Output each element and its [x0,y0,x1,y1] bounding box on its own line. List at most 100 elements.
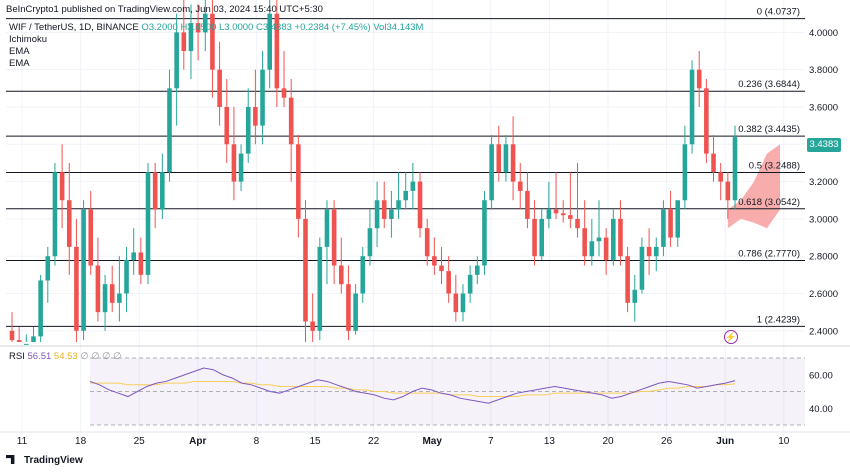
candle-body [732,137,738,201]
candle-body [525,190,530,219]
x-tick-label: 26 [661,436,673,447]
y-tick-label: 3.6000 [809,102,838,113]
candle-body [424,228,430,257]
candle-body [675,200,681,238]
rsi-tick-label: 60.00 [809,370,833,381]
footer-brand: TradingView [6,455,83,466]
candle-body [260,69,265,126]
candle-body [167,88,172,173]
candle-body [59,172,65,201]
candle-body [131,252,136,260]
fib-level-label: 0 (4.0737) [757,7,800,18]
candle-body [718,172,723,182]
rsi-legend: RSI 56.51 54.53 ∅ ∅ ∅ ∅ [9,351,121,363]
candle-body [81,209,86,331]
candle-body [267,13,273,70]
indicator-ichimoku[interactable]: Ichimoku [9,34,48,45]
candle-body [532,218,537,257]
candle-body [288,97,294,145]
candle-body [553,209,559,214]
ichimoku-cloud [727,144,780,229]
candle-body [117,293,122,303]
candle-body [646,246,652,257]
x-tick-label: 20 [602,436,614,447]
candle-body [310,321,315,331]
y-tick-label: 2.8000 [809,252,838,263]
candle-body [31,336,36,342]
candle-body [696,69,702,89]
candle-body [539,218,545,257]
candle-body [432,256,437,266]
candle-body [668,209,673,238]
candle-body [396,200,401,210]
fib-level-label: 0.5 (3.2488) [749,160,800,171]
candle-body [45,256,51,281]
alert-icon[interactable]: ⚡ [724,330,738,344]
candle-body [74,246,79,331]
candle-body [704,88,709,154]
candle-body [231,144,237,182]
rsi-line [89,367,736,404]
candle-body [346,284,351,331]
candle-body [682,144,688,201]
fib-level-label: 1 (2.4239) [757,314,800,325]
rsi-label[interactable]: RSI [9,351,25,362]
ohlc-legend: WIF / TetherUS, 1D, BINANCE O3.2000 H3.4… [9,22,423,34]
x-tick-label: 7 [488,436,494,447]
candle-body [453,293,459,313]
indicator-ema-2[interactable]: EMA [9,58,30,69]
fib-level-label: 0.382 (3.4435) [738,124,800,135]
candle-body [188,23,194,52]
y-tick-label: 3.0000 [809,214,838,225]
candle-body [467,274,473,294]
candle-body [611,218,616,260]
candle-body [9,330,15,341]
candle-body [374,200,380,229]
candle-body [618,218,623,257]
candle-body [210,13,215,70]
candle-body [568,215,573,219]
x-tick-label: 10 [778,436,790,447]
candle-body [725,181,731,201]
candle-body [138,252,144,275]
tradingview-logo-icon [6,455,15,464]
candle-body [589,241,595,257]
candle-body [52,172,58,257]
candle-body [331,209,337,266]
candle-body [575,218,580,229]
candle-body [88,209,94,266]
candle-body [102,284,108,313]
candle-body [625,256,630,303]
candle-body [145,172,151,275]
last-price-tag: 3.4383 [807,138,841,152]
candle-body [16,340,22,342]
candle-body [245,106,251,154]
volume-value: Vol34.143M [373,22,424,33]
indicator-ema-1[interactable]: EMA [9,46,30,57]
candle-body [95,265,101,313]
high-value: H3.4500 [180,22,217,33]
symbol-label[interactable]: WIF / TetherUS, 1D, BINANCE [9,22,139,33]
candle-body [66,200,72,247]
rsi-ma-line [90,380,736,398]
rsi-tick-label: 40.00 [809,404,833,415]
candle-body [582,228,587,257]
candle-body [360,256,366,294]
candle-body [303,218,308,322]
candle-body [560,213,566,216]
low-value: L3.0000 [219,22,254,33]
fib-level-label: 0.618 (3.0542) [738,197,800,208]
candle-body [109,284,115,303]
candle-body [689,69,695,145]
candle-body [496,144,502,173]
candle-body [474,265,480,275]
y-tick-label: 2.4000 [809,326,838,337]
fib-level-label: 0.236 (3.6844) [738,79,800,90]
y-tick-label: 2.6000 [809,289,838,300]
candle-body [324,209,330,247]
x-tick-label: 25 [134,436,146,447]
candle-body [661,209,666,247]
y-tick-label: 3.2000 [809,177,838,188]
candle-body [403,190,409,201]
